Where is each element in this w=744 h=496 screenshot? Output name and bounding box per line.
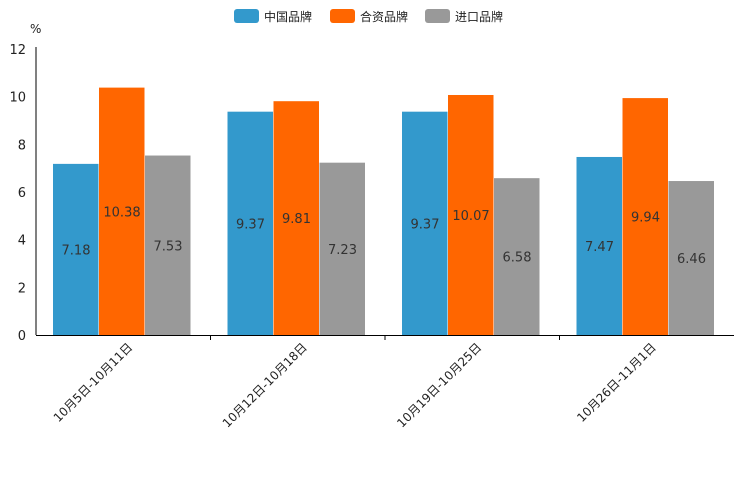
data-label-3-4: 6.46: [677, 252, 706, 267]
data-label-1-2: 9.37: [236, 217, 265, 232]
legend-swatch-2: [330, 9, 355, 23]
y-axis: 0 2 4 6 8 10 12: [9, 43, 37, 344]
x-category-label: 10月5日-10月11日: [51, 340, 136, 425]
y-axis-unit-label: %: [30, 22, 41, 36]
bar-3-2: [319, 162, 365, 335]
data-label-1-3: 9.37: [411, 217, 440, 232]
bar-3-3: [494, 178, 540, 335]
bar-2-4: [622, 98, 668, 335]
bar-1-2: [227, 111, 273, 335]
legend-label-2: 合资品牌: [360, 9, 408, 24]
data-label-3-1: 7.53: [154, 239, 183, 254]
y-tick-label: 12: [9, 43, 26, 58]
y-tick-label: 0: [18, 329, 26, 344]
bar-1-4: [576, 156, 622, 335]
bar-2-1: [99, 87, 145, 335]
legend: 中国品牌 合资品牌 进口品牌: [234, 9, 503, 24]
data-label-2-2: 9.81: [282, 212, 311, 227]
bar-3-1: [145, 155, 191, 335]
x-category-label: 10月12日-10月18日: [220, 340, 310, 430]
data-label-2-3: 10.07: [452, 209, 489, 224]
data-label-1-4: 7.47: [585, 240, 614, 255]
legend-swatch-1: [234, 9, 259, 23]
data-label-1-1: 7.18: [62, 243, 91, 258]
bar-1-1: [53, 163, 99, 335]
legend-label-3: 进口品牌: [455, 10, 503, 24]
y-tick-label: 8: [18, 138, 26, 153]
data-label-2-1: 10.38: [103, 205, 140, 220]
bar-1-3: [402, 111, 448, 335]
legend-swatch-3: [425, 9, 450, 23]
y-tick-label: 2: [18, 281, 26, 296]
y-tick-label: 4: [18, 234, 26, 249]
bar-2-3: [448, 94, 494, 335]
x-category-label: 10月26日-11月1日: [574, 340, 659, 425]
bar-2-2: [273, 101, 319, 335]
x-axis: 10月5日-10月11日 10月12日-10月18日 10月19日-10月25日 10…: [36, 335, 734, 430]
data-label-3-2: 7.23: [328, 243, 357, 258]
data-label-2-4: 9.94: [631, 211, 660, 226]
x-category-label: 10月19日-10月25日: [394, 340, 484, 430]
data-label-3-3: 6.58: [503, 251, 532, 266]
y-tick-label: 10: [9, 91, 26, 106]
legend-label-1: 中国品牌: [264, 9, 312, 24]
bars: 7.18 10.38 7.53 9.37 9.81 7.23 9.37 10.07 6.58 7.…: [53, 87, 714, 335]
bar-3-4: [668, 181, 714, 335]
y-tick-label: 6: [18, 186, 26, 201]
